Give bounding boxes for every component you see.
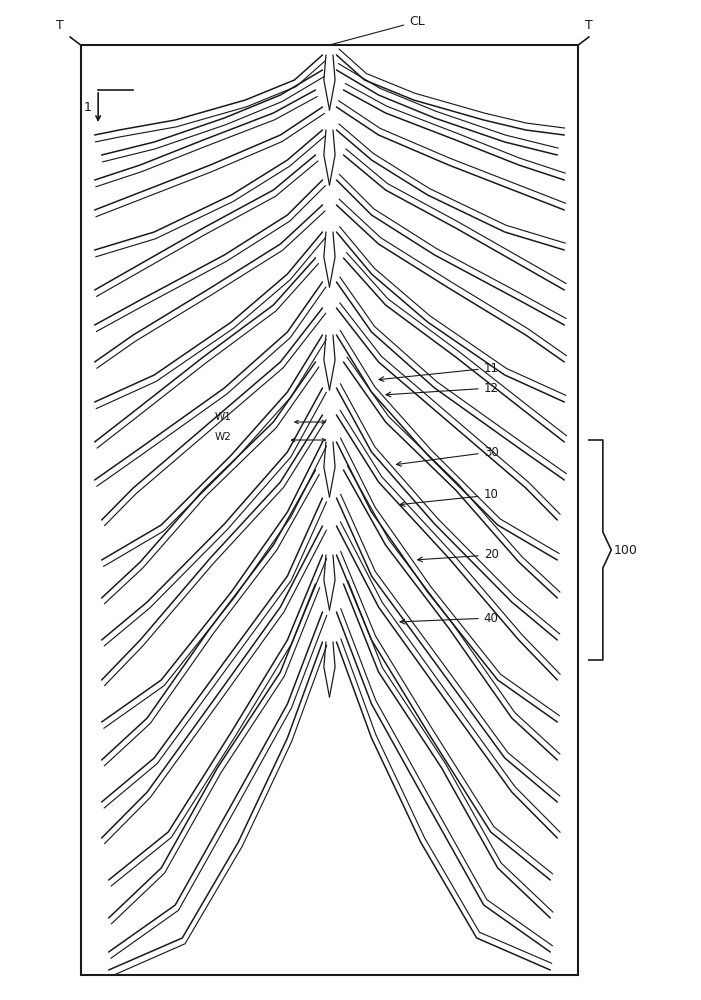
Text: 40: 40 — [400, 611, 498, 624]
Text: 11: 11 — [379, 361, 498, 381]
Text: 20: 20 — [418, 548, 498, 562]
Text: 1: 1 — [83, 101, 91, 114]
Text: 100: 100 — [613, 544, 637, 556]
Text: CL: CL — [332, 15, 425, 44]
Text: T: T — [55, 19, 64, 32]
Text: T: T — [585, 19, 593, 32]
Text: W1: W1 — [215, 412, 231, 422]
Text: 30: 30 — [397, 446, 498, 466]
Text: W2: W2 — [215, 432, 231, 442]
Bar — [81, 45, 578, 975]
Text: 12: 12 — [386, 381, 498, 397]
Text: 10: 10 — [400, 488, 498, 506]
